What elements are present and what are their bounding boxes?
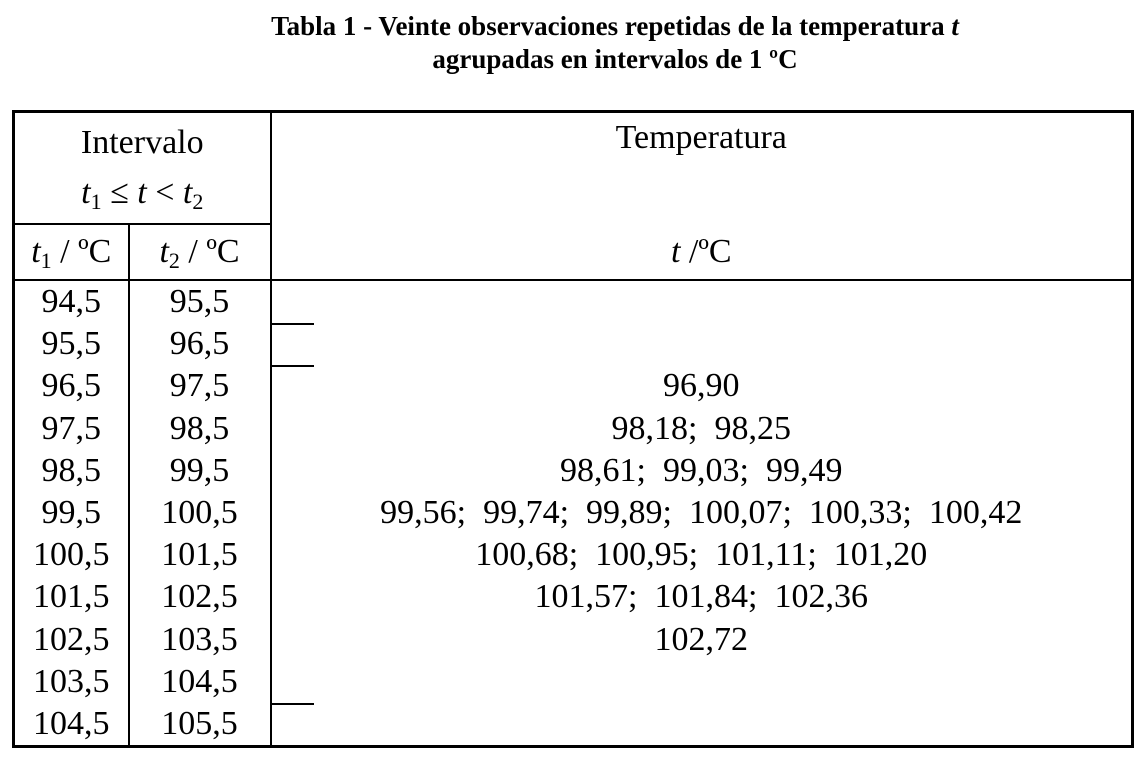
temperature-value-row: 98,61; 99,03; 99,49	[560, 451, 843, 489]
t2-sub: 2	[168, 248, 180, 273]
t1-value: 97,5	[41, 409, 102, 447]
t2-value: 103,5	[161, 620, 238, 658]
t2-unit: / ºC	[179, 233, 240, 270]
t2-value: 104,5	[161, 662, 238, 700]
table-caption: Tabla 1 - Veinte observaciones repetidas…	[0, 10, 1144, 76]
t1-values-cell: 94,5 95,5 96,5 97,5 98,5 99,5 100,5 101,5 102,5 1…	[12, 279, 130, 748]
t1-value: 99,5	[41, 493, 102, 531]
temperature-value-row: 101,57; 101,84; 102,36	[534, 578, 868, 616]
temperature-value-row: 96,90	[663, 367, 740, 405]
temperature-value-row	[271, 661, 1132, 705]
t2-var: t	[159, 233, 169, 270]
header-t-column: t /ºC	[269, 224, 1134, 281]
caption-line-2: agrupadas en intervalos de 1 ºC	[432, 44, 798, 74]
t1-sub: 1	[40, 248, 52, 273]
caption-line-1-text: Tabla 1 - Veinte observaciones repetidas…	[271, 11, 952, 41]
temperature-value-row	[271, 281, 1132, 326]
empty-dash	[271, 281, 314, 326]
t2-values: 95,5 96,5 97,5 98,5 99,5 100,5 101,5 102,5 103,5…	[130, 281, 270, 745]
t1-value: 102,5	[33, 620, 110, 658]
t2-value: 105,5	[161, 704, 238, 742]
t-var: t	[670, 233, 681, 270]
empty-dash	[271, 661, 314, 705]
header-interval-relation: t1 ≤ t < t2	[15, 168, 270, 218]
empty-dash	[271, 703, 314, 748]
relation-upper-sub: 2	[192, 189, 204, 214]
header-temperatura: Temperatura	[269, 110, 1134, 224]
relation-t: t	[137, 174, 147, 211]
t1-unit: / ºC	[51, 233, 112, 270]
relation-lower-sub: 1	[90, 189, 102, 214]
temperature-value-row	[271, 703, 1132, 748]
temperature-value-row: 102,72	[654, 620, 749, 658]
header-intervalo: Intervalo t1 ≤ t < t2	[12, 110, 272, 225]
relation-op-le: ≤	[101, 174, 138, 211]
header-intervalo-label: Intervalo	[80, 124, 204, 161]
empty-dash	[271, 323, 314, 368]
t1-value: 103,5	[33, 662, 110, 700]
relation-t-lower: t	[81, 174, 91, 211]
t1-values: 94,5 95,5 96,5 97,5 98,5 99,5 100,5 101,5 102,5 1…	[15, 281, 128, 745]
relation-op-lt: <	[146, 174, 183, 211]
t2-value: 97,5	[169, 367, 230, 405]
t2-value: 96,5	[169, 325, 230, 363]
t2-value: 101,5	[161, 536, 238, 574]
t1-value: 95,5	[41, 325, 102, 363]
temperature-table: Intervalo t1 ≤ t < t2 Temperatura t1 / º…	[12, 110, 1134, 749]
caption-line-1: Tabla 1 - Veinte observaciones repetidas…	[0, 10, 1144, 43]
temperature-value-row: 98,18; 98,25	[611, 409, 791, 447]
t1-value: 96,5	[41, 367, 102, 405]
temperature-value-row: 100,68; 100,95; 101,11; 101,20	[475, 536, 928, 574]
t1-value: 98,5	[41, 451, 102, 489]
t1-value: 100,5	[33, 536, 110, 574]
t-unit: /ºC	[680, 233, 732, 270]
t1-var: t	[31, 233, 41, 270]
t1-value: 94,5	[41, 283, 102, 320]
header-t1-column: t1 / ºC	[12, 223, 130, 281]
t2-value: 100,5	[161, 493, 238, 531]
t1-value: 104,5	[33, 704, 110, 742]
temperature-values: 96,90 98,18; 98,25 98,61; 99,03; 99,49 99,5…	[271, 281, 1132, 748]
caption-variable: t	[951, 11, 959, 41]
temperature-value-row: 99,56; 99,74; 99,89; 100,07; 100,33; 100…	[380, 493, 1023, 531]
temps-values-cell: 96,90 98,18; 98,25 98,61; 99,03; 99,49 99,5…	[269, 279, 1134, 748]
relation-t-upper: t	[182, 174, 193, 211]
t2-value: 102,5	[161, 578, 238, 616]
t2-value: 99,5	[169, 451, 230, 489]
t1-value: 101,5	[33, 578, 110, 616]
header-t2-column: t2 / ºC	[127, 223, 272, 281]
t2-value: 95,5	[169, 283, 230, 320]
temperature-value-row	[271, 323, 1132, 368]
t2-value: 98,5	[169, 409, 230, 447]
t2-values-cell: 95,5 96,5 97,5 98,5 99,5 100,5 101,5 102,5 103,5…	[127, 279, 272, 748]
